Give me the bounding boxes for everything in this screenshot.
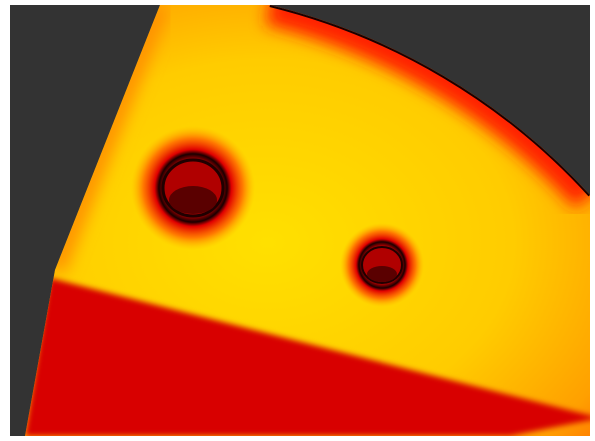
heat-render bbox=[0, 0, 595, 441]
page: (() => { const data = JSON.parse(documen… bbox=[0, 0, 595, 441]
hole-inner bbox=[169, 186, 217, 214]
hole-inner bbox=[367, 266, 397, 282]
